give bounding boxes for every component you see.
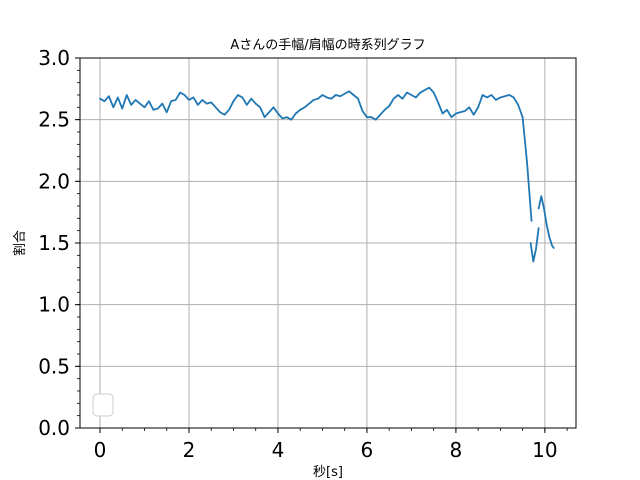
y-tick-label: 2.0 [38,169,70,193]
series-lines [99,86,555,263]
y-tick-label: 1.5 [38,231,70,255]
y-tick-label: 3.0 [38,46,70,70]
tick-labels: 0 2 4 6 8 10 0.0 0.5 1.0 1.5 2.0 2.5 3.0 [38,46,557,462]
x-tick-label: 10 [532,438,557,462]
series-line-segment [99,86,533,222]
series-line-segment [529,227,540,263]
x-tick-label: 6 [361,438,374,462]
legend-box [92,393,114,417]
y-tick-label: 1.0 [38,293,70,317]
chart-title: Aさんの手幅/肩幅の時系列グラフ [230,37,425,53]
x-tick-label: 8 [450,438,463,462]
series-line-segment [537,195,555,249]
x-tick-label: 0 [94,438,107,462]
y-tick-label: 0.0 [38,416,70,440]
y-tick-label: 2.5 [38,108,70,132]
y-axis-label: 割合 [12,230,28,256]
ticks [75,57,568,433]
x-tick-label: 2 [183,438,196,462]
y-tick-label: 0.5 [38,354,70,378]
x-axis-label: 秒[s] [313,465,343,480]
x-tick-label: 4 [272,438,285,462]
